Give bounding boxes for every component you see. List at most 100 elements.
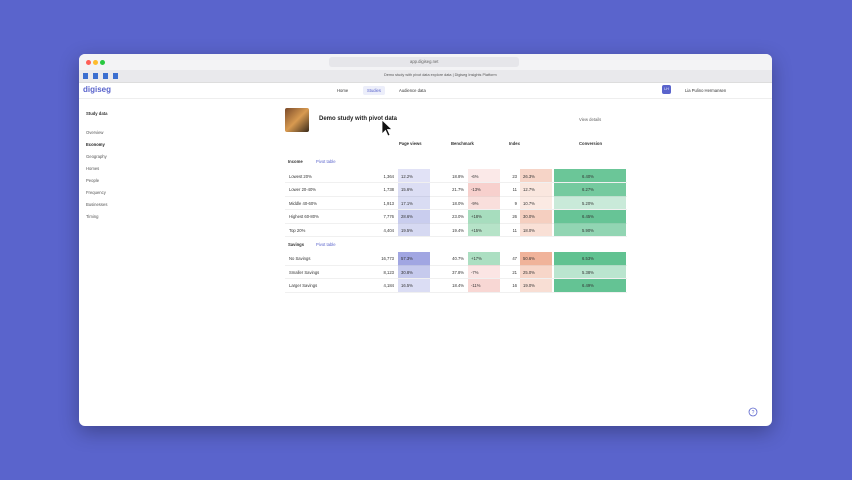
page-views: 1,738 — [383, 187, 394, 192]
svg-text:?: ? — [752, 410, 755, 416]
benchmark: 19.4% — [452, 227, 464, 233]
sidebar-item[interactable]: Frequency — [86, 190, 106, 195]
benchmark-diff-cell — [468, 265, 500, 278]
row-divider — [285, 264, 627, 266]
avatar[interactable]: LH — [662, 85, 671, 94]
sidebar-item[interactable]: Geography — [86, 154, 107, 159]
sidebar-item[interactable]: People — [86, 178, 100, 183]
sidebar-item[interactable]: Overview — [86, 130, 104, 135]
index-share: 30.0% — [523, 214, 535, 219]
row-label[interactable]: Lower 20-40% — [289, 187, 317, 192]
index: 21 — [512, 269, 517, 275]
tab-title[interactable]: Demo study with pivot data explore data … — [384, 73, 497, 77]
row-divider — [285, 209, 627, 210]
page-view-cell — [398, 182, 430, 196]
page-views: 1,913 — [383, 200, 394, 206]
benchmark-diff-cell — [468, 223, 500, 236]
study-title: Demo study with pivot data — [319, 116, 398, 122]
benchmark: 18.0% — [452, 200, 464, 206]
row-divider — [285, 278, 627, 279]
help-button[interactable]: ? — [748, 407, 758, 417]
cursor — [381, 119, 394, 137]
index: 11 — [512, 187, 517, 192]
index: 11 — [512, 227, 517, 233]
nav-item[interactable]: Studies — [363, 86, 385, 95]
section-title: Income — [288, 159, 303, 164]
view-details-button[interactable]: View details — [579, 117, 602, 122]
user-name[interactable]: Lia Pulino Hermansen — [685, 88, 727, 93]
pivot-button[interactable]: Pivot table — [316, 241, 336, 247]
conversion: 6.40% — [582, 173, 594, 179]
index-cell — [520, 196, 552, 209]
benchmark-diff: +18% — [471, 214, 482, 219]
address-bar[interactable] — [329, 57, 519, 67]
index: 23 — [512, 173, 517, 179]
benchmark-diff-cell — [468, 209, 500, 223]
index: 16 — [512, 283, 517, 288]
row-label[interactable]: Highest 60-80% — [289, 214, 319, 219]
conversion: 5.90% — [582, 227, 594, 233]
index-cell — [520, 251, 552, 265]
nav-item[interactable]: Home — [337, 88, 349, 93]
row-label[interactable]: Middle 40-60% — [289, 200, 317, 206]
conversion-cell — [554, 251, 626, 265]
conversion: 6.27% — [582, 187, 594, 192]
benchmark-diff: -9% — [471, 200, 479, 206]
sidebar-heading: Study data — [86, 111, 108, 116]
close[interactable] — [86, 60, 91, 65]
minimize[interactable] — [93, 60, 98, 65]
column-header: Benchmark — [451, 141, 474, 146]
sidebar-item[interactable]: Businesses — [86, 202, 108, 207]
page-view-cell — [398, 251, 430, 265]
maximize[interactable] — [100, 60, 105, 65]
conversion: 6.45% — [582, 214, 594, 219]
benchmark-diff: -6% — [471, 173, 479, 179]
url: app.digiseg.net — [410, 59, 439, 64]
section-title: Savings — [288, 241, 305, 247]
conversion-cell — [554, 196, 626, 209]
column-header: Index — [509, 141, 520, 146]
index-share: 12.7% — [523, 187, 535, 192]
index-share: 26.3% — [523, 173, 535, 179]
conversion-cell — [554, 182, 626, 196]
page-view-share: 28.6% — [401, 214, 413, 219]
index: 47 — [512, 256, 517, 261]
page-view-share: 16.5% — [401, 283, 413, 288]
pivot-button[interactable]: Pivot table — [316, 159, 336, 164]
study-image — [285, 108, 309, 132]
index-cell — [520, 169, 552, 182]
page-views: 4,184 — [383, 283, 394, 288]
bookmarks[interactable] — [83, 73, 123, 79]
sidebar-item[interactable]: Timing — [86, 214, 99, 219]
row-label[interactable]: No Savings — [289, 256, 311, 261]
conversion: 6.49% — [582, 283, 594, 288]
page-view-cell — [398, 278, 430, 292]
conversion: 5.20% — [582, 200, 594, 206]
row-divider — [285, 291, 627, 293]
index-cell — [520, 223, 552, 236]
divider — [79, 98, 772, 99]
benchmark-diff: +15% — [471, 227, 482, 233]
page-views: 7,776 — [383, 214, 394, 219]
nav-item[interactable]: Audience data — [399, 88, 426, 93]
benchmark-diff-cell — [468, 278, 500, 292]
row-label[interactable]: Top 20% — [289, 227, 306, 233]
index: 26 — [512, 214, 517, 219]
column-header: Conversion — [579, 141, 603, 146]
page-view-cell — [398, 169, 430, 182]
sidebar-item[interactable]: Economy — [86, 142, 105, 147]
row-divider — [285, 182, 627, 183]
row-divider — [285, 236, 627, 237]
tab-bar: Demo study with pivot data explore data … — [79, 70, 772, 83]
row-label[interactable]: Larger Savings — [289, 283, 318, 288]
benchmark: 40.7% — [452, 256, 464, 261]
page-view-share: 12.2% — [401, 173, 413, 179]
row-label[interactable]: Smaller Savings — [289, 269, 320, 275]
sidebar-item[interactable]: Homes — [86, 166, 100, 171]
logo[interactable]: digiseg — [83, 85, 112, 94]
benchmark-diff-cell — [468, 182, 500, 196]
page-view-cell — [398, 196, 430, 209]
row-label[interactable]: Lowest 20% — [289, 173, 312, 179]
benchmark-diff: -13% — [471, 187, 481, 192]
